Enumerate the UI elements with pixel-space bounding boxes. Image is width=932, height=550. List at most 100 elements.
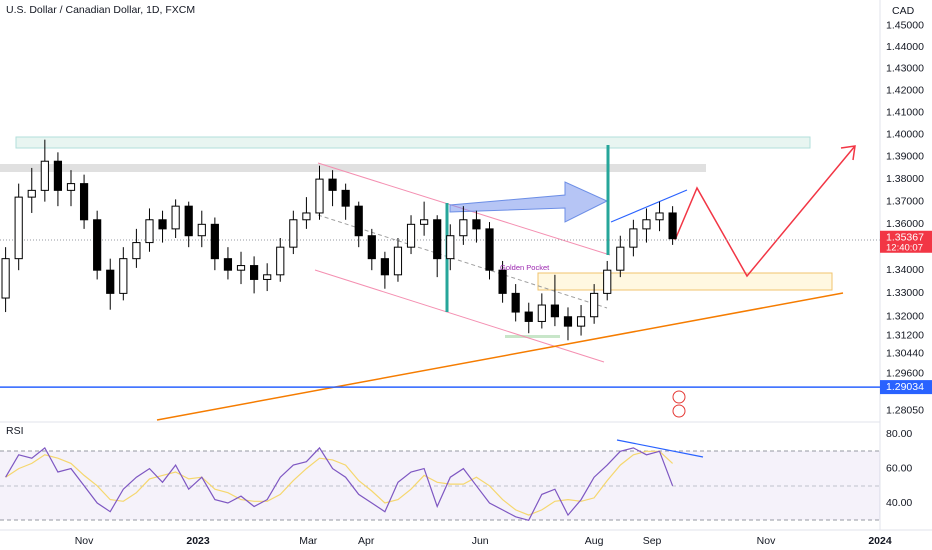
y-tick-label: 1.45000 <box>886 20 924 32</box>
level-label: 1.29034 <box>886 381 924 393</box>
supply-zone <box>0 164 706 172</box>
candle-body <box>328 178 337 191</box>
countdown: 12:40:07 <box>886 242 923 253</box>
trend-line <box>156 292 844 421</box>
candle-body <box>472 219 481 230</box>
projection-arrow <box>449 181 609 223</box>
candle-body <box>79 183 89 221</box>
candle-body <box>93 219 102 271</box>
x-tick-label: Jun <box>472 535 489 547</box>
drawings <box>0 136 880 421</box>
y-tick-label: 1.39000 <box>886 151 924 163</box>
y-tick-label: 1.33000 <box>886 287 924 299</box>
y-tick-label: 1.32000 <box>886 311 924 323</box>
candle-body <box>642 219 651 230</box>
candle-body <box>315 178 324 214</box>
candle-body <box>302 212 311 221</box>
x-tick-label: Sep <box>643 535 662 547</box>
currency: CAD <box>892 5 915 17</box>
candle-body <box>184 205 193 237</box>
candle-body <box>289 219 298 248</box>
rsi-band <box>0 451 880 520</box>
last-price-tag <box>880 230 932 253</box>
rsi-line <box>5 446 674 522</box>
divergence-line <box>610 189 688 223</box>
candle-body <box>276 246 285 276</box>
candle-body <box>132 242 141 260</box>
rsi-divergence-line <box>616 439 704 458</box>
candle-body <box>236 265 246 271</box>
candle-body <box>223 258 233 271</box>
rsi-tick-label: 60.00 <box>886 462 912 474</box>
y-tick-label: 1.34000 <box>886 264 924 276</box>
rsi-title: RSI <box>6 425 24 437</box>
candle-body <box>668 212 677 240</box>
event-icon[interactable] <box>672 390 686 404</box>
candle-body <box>459 219 468 237</box>
candle-body <box>524 311 533 322</box>
candle-body <box>66 183 76 191</box>
y-tick-label: 1.43000 <box>886 63 924 75</box>
support-zone <box>505 335 560 338</box>
candle-body <box>629 228 638 248</box>
x-tick-label: Mar <box>299 535 318 547</box>
candle-body <box>27 189 36 198</box>
chart-title: U.S. Dollar / Canadian Dollar, 1D, FXCM <box>6 4 195 16</box>
candle-body <box>550 304 560 318</box>
candle-body <box>53 160 63 191</box>
y-tick-label: 1.37000 <box>886 195 924 207</box>
candle-body <box>498 269 507 294</box>
candle-body <box>354 205 363 237</box>
y-tick-label: 1.38000 <box>886 173 924 185</box>
candle-body <box>367 235 376 260</box>
candle-body <box>590 292 599 318</box>
candle-body <box>576 316 586 327</box>
rsi-pane <box>5 446 674 522</box>
last-price-label: 1.35367 <box>886 232 924 244</box>
x-tick-label: 2024 <box>868 535 892 547</box>
y-tick-label: 1.42000 <box>886 84 924 96</box>
x-tick-label: Aug <box>585 535 604 547</box>
x-tick-label: Nov <box>757 535 776 547</box>
candle-body <box>1 258 10 299</box>
annotation: Golden Pocket <box>500 263 550 272</box>
candle-body <box>197 223 206 237</box>
rsi-tick-label: 80.00 <box>886 428 912 440</box>
candle-body <box>537 304 546 322</box>
candle-body <box>393 246 403 276</box>
x-tick-label: Apr <box>358 535 375 547</box>
candle-body <box>250 265 259 280</box>
scenario-path <box>674 145 856 278</box>
candle-body <box>446 235 455 260</box>
candle-body <box>158 219 167 230</box>
level-tag <box>880 380 932 395</box>
candles <box>1 139 677 341</box>
candle-body <box>420 219 429 225</box>
candle-body <box>563 316 573 327</box>
golden-pocket-zone <box>537 272 833 291</box>
candle-body <box>616 246 625 271</box>
x-tick-label: 2023 <box>186 535 210 547</box>
y-tick-label: 1.30440 <box>886 347 924 359</box>
candle-body <box>655 212 664 221</box>
channel-mid <box>317 214 608 309</box>
y-tick-label: 1.29600 <box>886 367 924 379</box>
candle-body <box>603 269 612 294</box>
candle-body <box>14 196 23 260</box>
scenario-arrowhead <box>840 145 856 161</box>
y-tick-label: 1.31200 <box>886 329 924 341</box>
resistance-zone <box>15 136 811 149</box>
event-icon[interactable] <box>672 404 686 418</box>
candle-body <box>433 219 442 260</box>
candle-body <box>263 274 272 280</box>
y-tick-label: 1.28050 <box>886 405 924 417</box>
candle-body <box>511 292 520 313</box>
y-tick-label: 1.44000 <box>886 41 924 53</box>
candle-body <box>119 258 128 294</box>
y-tick-label: 1.36000 <box>886 218 924 230</box>
candle-body <box>210 223 219 260</box>
candle-body <box>485 228 494 271</box>
y-tick-label: 1.41000 <box>886 106 924 118</box>
candle-body <box>406 223 416 248</box>
